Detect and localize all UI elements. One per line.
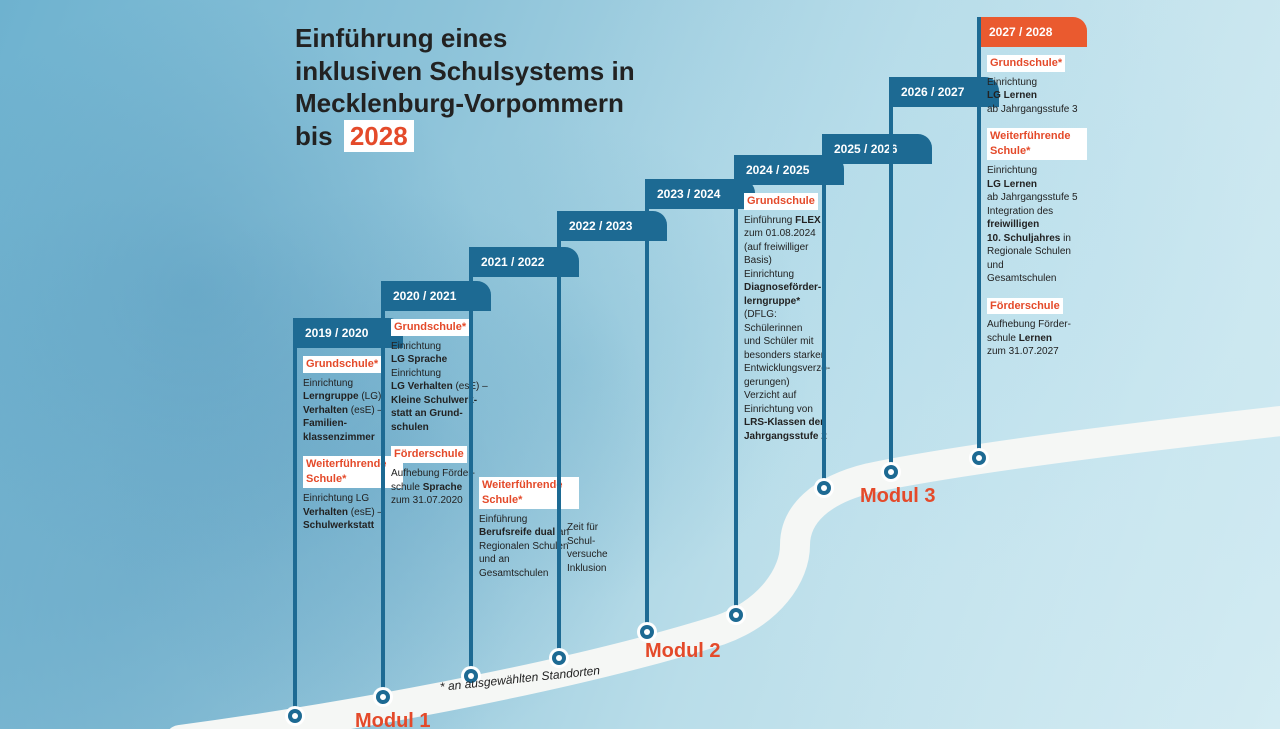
column-marker bbox=[881, 462, 901, 482]
section-text: Einführung FLEXzum 01.08.2024(auf freiwi… bbox=[744, 214, 844, 444]
section-block: Grundschule* EinrichtungLG Lernenab Jahrg… bbox=[987, 55, 1087, 116]
section-title: Grundschule* bbox=[391, 319, 469, 336]
column-marker bbox=[969, 448, 989, 468]
column-body: Grundschule Einführung FLEXzum 01.08.2024… bbox=[734, 185, 844, 443]
title-line1: Einführung eines bbox=[295, 23, 507, 53]
title-line4-prefix: bis bbox=[295, 121, 333, 151]
column-stem bbox=[557, 211, 561, 658]
column-marker bbox=[285, 706, 305, 726]
section-text: Aufhebung Förder-schule Lernenzum 31.07.… bbox=[987, 318, 1087, 359]
timeline-column: 2025 / 2026 bbox=[822, 134, 932, 172]
column-body: Grundschule* EinrichtungLG Lernenab Jahrg… bbox=[977, 47, 1087, 359]
column-stem bbox=[381, 281, 385, 697]
title-line2: inklusiven Schulsystems in bbox=[295, 56, 635, 86]
title-line3: Mecklenburg-Vorpommern bbox=[295, 88, 624, 118]
section-block: Weiterführende Schule* EinrichtungLG Lern… bbox=[987, 128, 1087, 285]
column-marker bbox=[814, 478, 834, 498]
column-marker bbox=[373, 687, 393, 707]
module-label: Modul 1 bbox=[355, 710, 431, 729]
section-title: Förderschule bbox=[391, 446, 467, 463]
column-stem bbox=[469, 247, 473, 676]
timeline-column: 2024 / 2025GrundschuleEinführung FLEXzum… bbox=[734, 155, 844, 455]
section-title: Förderschule bbox=[987, 298, 1063, 315]
column-stem bbox=[645, 179, 649, 632]
column-stem bbox=[822, 134, 826, 488]
timeline-column: 2027 / 2028 Grundschule* EinrichtungLG Ler… bbox=[977, 17, 1087, 371]
year-flag: 2027 / 2028 bbox=[977, 17, 1087, 47]
year-flag: 2025 / 2026 bbox=[822, 134, 932, 164]
module-label: Modul 3 bbox=[860, 485, 936, 508]
infographic-stage: Einführung eines inklusiven Schulsystems… bbox=[0, 0, 1280, 729]
section-block: Zeit fürSchul-versucheInklusion bbox=[567, 521, 667, 575]
column-body bbox=[822, 164, 932, 172]
section-block: Förderschule Aufhebung Förder-schule Lern… bbox=[987, 298, 1087, 359]
column-stem bbox=[977, 17, 981, 458]
module-label: Modul 2 bbox=[645, 640, 721, 663]
section-title: Weiterführende Schule* bbox=[987, 128, 1087, 160]
section-title: Grundschule* bbox=[987, 55, 1065, 72]
timeline-column: 2022 / 2023Zeit fürSchul-versucheInklusi… bbox=[557, 211, 667, 587]
section-text: EinrichtungLG Lernenab Jahrgangsstufe 5I… bbox=[987, 164, 1087, 286]
section-title: Grundschule* bbox=[303, 356, 381, 373]
column-marker bbox=[726, 605, 746, 625]
section-title: Grundschule bbox=[744, 193, 818, 210]
column-stem bbox=[293, 318, 297, 716]
column-body: Zeit fürSchul-versucheInklusion bbox=[557, 241, 667, 575]
section-text: EinrichtungLG Lernenab Jahrgangsstufe 3 bbox=[987, 76, 1087, 117]
title-year: 2028 bbox=[344, 120, 414, 153]
column-stem bbox=[889, 77, 893, 472]
column-marker bbox=[637, 622, 657, 642]
column-marker bbox=[549, 648, 569, 668]
main-title: Einführung eines inklusiven Schulsystems… bbox=[295, 22, 635, 152]
column-stem bbox=[734, 155, 738, 615]
section-block: Grundschule Einführung FLEXzum 01.08.2024… bbox=[744, 193, 844, 443]
section-text: Zeit fürSchul-versucheInklusion bbox=[567, 521, 667, 575]
